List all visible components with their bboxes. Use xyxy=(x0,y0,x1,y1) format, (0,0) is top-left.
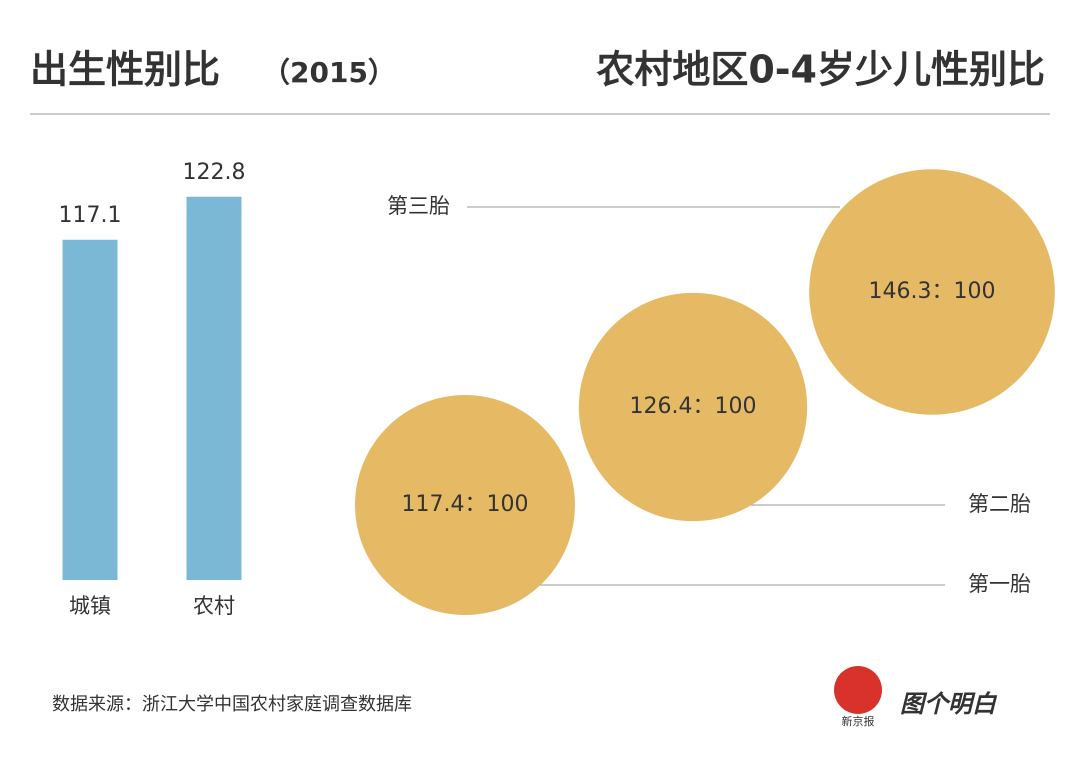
x-tick-label: 农村 xyxy=(193,594,235,618)
value-label: 126.4：100 xyxy=(630,394,757,419)
category-label: 第三胎 xyxy=(387,194,450,218)
value-label: 117.1 xyxy=(59,203,122,228)
category-label: 第二胎 xyxy=(968,492,1031,516)
x-tick-label: 城镇 xyxy=(69,594,111,618)
bubble xyxy=(355,395,575,615)
bar xyxy=(62,239,118,581)
bubble-title: 农村地区0-4岁少儿性别比 xyxy=(596,48,1045,92)
value-label: 117.4：100 xyxy=(402,492,529,517)
source: 数据来源：浙江大学中国农村家庭调查数据库 xyxy=(52,694,412,715)
bubble xyxy=(809,169,1055,415)
bubble xyxy=(578,292,808,522)
bar-title: 出生性别比 xyxy=(30,48,220,92)
bar xyxy=(186,196,242,581)
logo-icon xyxy=(834,666,882,714)
logo-name: 新京报 xyxy=(842,714,875,728)
logo-slogan: 图个明白 xyxy=(900,690,998,718)
value-label: 146.3：100 xyxy=(869,279,996,304)
category-label: 第一胎 xyxy=(968,572,1031,596)
value-label: 122.8 xyxy=(183,160,246,185)
bar-subtitle: （2015） xyxy=(262,56,396,89)
